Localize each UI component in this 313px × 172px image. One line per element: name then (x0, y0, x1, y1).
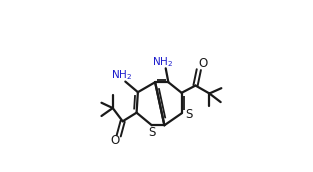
Text: O: O (198, 57, 208, 70)
Text: O: O (110, 134, 119, 147)
Text: S: S (185, 108, 192, 121)
Text: NH$_2$: NH$_2$ (152, 55, 174, 69)
Text: NH$_2$: NH$_2$ (111, 68, 133, 82)
Text: S: S (148, 126, 156, 139)
